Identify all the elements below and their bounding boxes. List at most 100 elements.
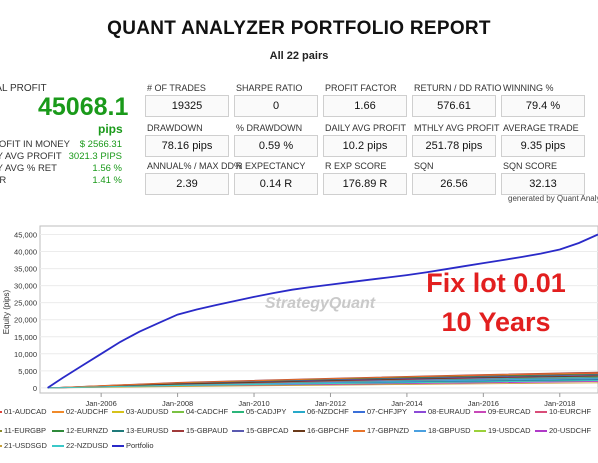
stat-monthly-avg: MTHLY AVG PROFIT 251.78 pips	[412, 123, 500, 163]
legend-label: 20-USDCHF	[549, 426, 592, 435]
summary-row-value: 1.41 %	[92, 175, 122, 186]
legend-swatch	[52, 445, 64, 448]
legend-item: 01-AUDCAD	[0, 407, 47, 416]
stat-r-exp-score: R EXP SCORE 176.89 R	[323, 161, 407, 201]
legend-label: 03-AUDUSD	[126, 407, 169, 416]
stat-sqn: SQN 26.56	[412, 161, 496, 201]
x-tick-label: Jan-2006	[86, 399, 117, 408]
legend-label: 21-USDSGD	[4, 441, 47, 450]
stat-value: 79.4 %	[501, 95, 585, 117]
x-tick-label: Jan-2014	[391, 399, 422, 408]
legend-swatch	[535, 430, 547, 433]
legend-swatch	[293, 430, 305, 433]
legend-swatch	[0, 430, 2, 433]
legend-label: 02-AUDCHF	[66, 407, 109, 416]
stat-label: % DRAWDOWN	[236, 123, 303, 133]
stat-label: ANNUAL% / MAX DD%	[147, 161, 243, 171]
summary-row-label: LY AVG PROFIT	[0, 151, 62, 162]
summary-row-value: 1.56 %	[92, 163, 122, 174]
legend-label: 07-CHFJPY	[367, 407, 408, 416]
legend-label: 16-GBPCHF	[307, 426, 350, 435]
legend-swatch	[112, 430, 124, 433]
stat-value: 1.66	[323, 95, 407, 117]
y-tick-label: 15,000	[14, 333, 37, 342]
stat-value: 576.61	[412, 95, 496, 117]
legend-item: 03-AUDUSD	[112, 407, 169, 416]
legend-item: 15-GBPAUD	[172, 426, 228, 435]
stat-value: 0	[234, 95, 318, 117]
series-line-17-gbpnzd	[47, 372, 598, 389]
total-profit-unit: pips	[98, 122, 123, 136]
stat-label: DAILY AVG PROFIT	[325, 123, 407, 133]
x-tick-label: Jan-2010	[238, 399, 269, 408]
stat-label: DRAWDOWN	[147, 123, 203, 133]
legend-label: 15-GBPAUD	[186, 426, 228, 435]
stat-label: SQN SCORE	[503, 161, 558, 171]
legend-swatch	[232, 430, 244, 433]
stat-sqn-score: SQN SCORE 32.13	[501, 161, 585, 201]
legend-label: 04-CADCHF	[186, 407, 229, 416]
stat-label: # OF TRADES	[147, 83, 206, 93]
legend-swatch	[474, 430, 486, 433]
legend-item: 07-CHFJPY	[353, 407, 407, 416]
legend-swatch	[52, 411, 64, 414]
legend-label: 17-GBPNZD	[367, 426, 410, 435]
legend-swatch	[414, 411, 426, 414]
legend-item: 02-AUDCHF	[52, 407, 108, 416]
legend-swatch	[172, 411, 184, 414]
stat-trades: # OF TRADES 19325	[145, 83, 229, 123]
equity-chart: 0 5,000 10,000 15,000 20,000 25,000 30,000 35,0…	[2, 225, 598, 408]
y-tick-label: 25,000	[14, 299, 37, 308]
legend-label: 11-EURGBP	[4, 426, 46, 435]
stat-drawdown: DRAWDOWN 78.16 pips	[145, 123, 229, 163]
stat-value: 9.35 pips	[501, 135, 585, 157]
stat-sharpe: SHARPE RATIO 0	[234, 83, 318, 123]
legend-item: 09-EURCAD	[474, 407, 531, 416]
series-lines	[47, 233, 598, 389]
y-axis-ticks: 0 5,000 10,000 15,000 20,000 25,000 30,000 35,0…	[14, 231, 37, 393]
legend-swatch	[414, 430, 426, 433]
stat-label: SQN	[414, 161, 434, 171]
x-tick-label: Jan-2016	[468, 399, 499, 408]
stat-value: 2.39	[145, 173, 229, 195]
stat-daily-avg: DAILY AVG PROFIT 10.2 pips	[323, 123, 407, 163]
summary-row-label: LY AVG % RET	[0, 163, 57, 174]
y-tick-label: 40,000	[14, 248, 37, 257]
summary-row: GR 1.41 %	[0, 175, 122, 187]
legend-swatch	[112, 411, 124, 414]
summary-row-value: $ 2566.31	[79, 139, 122, 150]
legend-item: 20-USDCHF	[535, 426, 591, 435]
legend-item: 21-USDSGD	[0, 441, 47, 450]
stat-value: 32.13	[501, 173, 585, 195]
y-tick-label: 35,000	[14, 265, 37, 274]
report-title: QUANT ANALYZER PORTFOLIO REPORT	[107, 18, 491, 39]
legend-label: 06-NZDCHF	[307, 407, 349, 416]
legend-label: 08-EURAUD	[428, 407, 471, 416]
legend-swatch	[293, 411, 305, 414]
stat-value: 176.89 R	[323, 173, 407, 195]
legend-swatch	[232, 411, 244, 414]
legend-label: Portfolio	[126, 441, 154, 450]
x-axis-ticks: Jan-2006 Jan-2008 Jan-2010 Jan-2012 Jan-2014…	[86, 393, 575, 408]
x-tick-label: Jan-2008	[162, 399, 193, 408]
total-profit-value: 45068.1	[38, 93, 129, 121]
legend-label: 09-EURCAD	[488, 407, 531, 416]
legend-item: 08-EURAUD	[414, 407, 471, 416]
stat-annual-maxdd: ANNUAL% / MAX DD% 2.39	[145, 161, 242, 201]
series-line-16-gbpchf	[47, 375, 598, 389]
legend-item: 17-GBPNZD	[353, 426, 409, 435]
stat-pct-drawdown: % DRAWDOWN 0.59 %	[234, 123, 318, 163]
stat-value: 251.78 pips	[412, 135, 496, 157]
stat-label: R EXPECTANCY	[236, 161, 306, 171]
legend-item: 05-CADJPY	[232, 407, 286, 416]
summary-row-label: ROFIT IN MONEY	[0, 139, 70, 150]
legend-label: 10-EURCHF	[549, 407, 592, 416]
stat-label: PROFIT FACTOR	[325, 83, 397, 93]
stat-label: MTHLY AVG PROFIT	[414, 123, 500, 133]
summary-row: ROFIT IN MONEY $ 2566.31	[0, 139, 122, 151]
plot-area	[39, 225, 598, 394]
overlay-years-text: 10 Years	[441, 307, 550, 337]
legend-item: 06-NZDCHF	[293, 407, 349, 416]
stat-label: R EXP SCORE	[325, 161, 387, 171]
legend-label: 15-GBPCAD	[246, 426, 289, 435]
